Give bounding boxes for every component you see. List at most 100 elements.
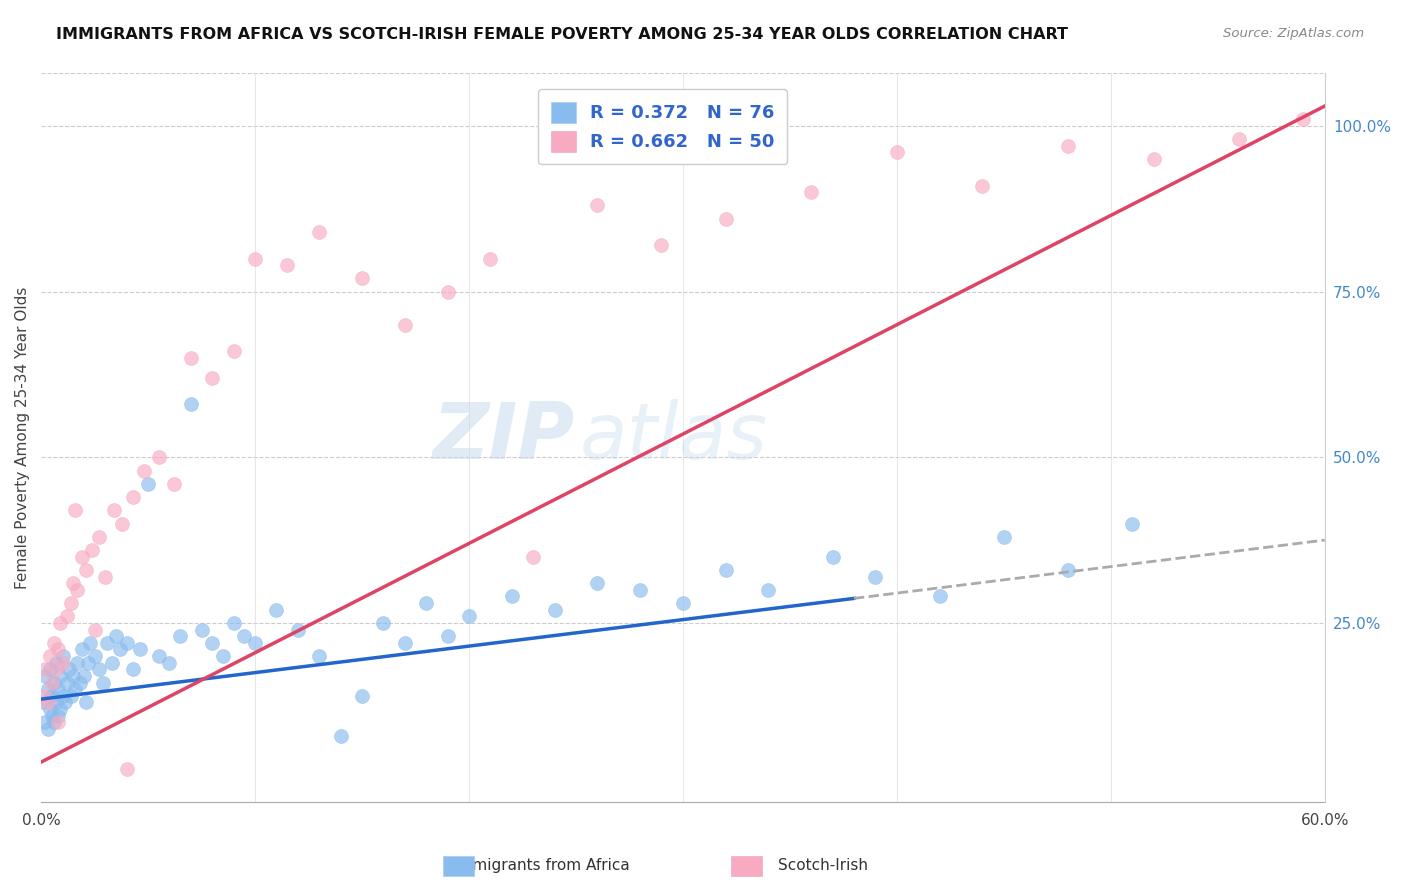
Point — [83, 648, 105, 663]
Point — [104, 629, 127, 643]
Point — [87, 530, 110, 544]
Point — [169, 629, 191, 643]
Point — [479, 252, 502, 266]
Point — [53, 695, 76, 709]
Point — [55, 675, 77, 690]
Point — [758, 582, 780, 597]
Text: IMMIGRANTS FROM AFRICA VS SCOTCH-IRISH FEMALE POVERTY AMONG 25-34 YEAR OLDS CORR: IMMIGRANTS FROM AFRICA VS SCOTCH-IRISH F… — [56, 27, 1069, 42]
Point — [650, 238, 672, 252]
Point — [714, 211, 737, 226]
Point — [222, 344, 245, 359]
Point — [41, 689, 63, 703]
Point — [1292, 112, 1315, 127]
Point — [800, 186, 823, 200]
Point — [243, 252, 266, 266]
Point — [180, 397, 202, 411]
Point — [886, 145, 908, 160]
Point — [543, 602, 565, 616]
Point — [394, 636, 416, 650]
Point — [37, 695, 59, 709]
Point — [45, 695, 67, 709]
Text: ZIP: ZIP — [432, 400, 574, 475]
Point — [34, 662, 56, 676]
Point — [394, 318, 416, 332]
Point — [458, 609, 481, 624]
Point — [865, 569, 887, 583]
Point — [100, 656, 122, 670]
Point — [103, 503, 125, 517]
Point — [65, 682, 87, 697]
Point — [350, 689, 373, 703]
Point — [46, 708, 69, 723]
Point — [522, 549, 544, 564]
Text: Source: ZipAtlas.com: Source: ZipAtlas.com — [1223, 27, 1364, 40]
Text: atlas: atlas — [581, 400, 768, 475]
Point — [32, 695, 55, 709]
Point — [993, 530, 1015, 544]
Point — [87, 662, 110, 676]
Point — [308, 225, 330, 239]
Point — [45, 656, 67, 670]
Point — [34, 669, 56, 683]
Point — [42, 636, 65, 650]
Point — [1142, 152, 1164, 166]
Point — [1227, 132, 1250, 146]
Point — [672, 596, 695, 610]
Point — [75, 563, 97, 577]
Point — [42, 715, 65, 730]
Point — [586, 198, 609, 212]
Point — [51, 689, 73, 703]
Point — [128, 642, 150, 657]
Point — [51, 648, 73, 663]
Point — [287, 623, 309, 637]
Point — [132, 464, 155, 478]
Point — [41, 708, 63, 723]
Point — [38, 648, 60, 663]
Point — [41, 675, 63, 690]
Point — [38, 662, 60, 676]
Point — [91, 675, 114, 690]
Point — [115, 762, 138, 776]
Point — [243, 636, 266, 650]
Point — [212, 648, 235, 663]
Point — [115, 636, 138, 650]
Point — [82, 543, 104, 558]
Point — [201, 636, 224, 650]
Point — [222, 615, 245, 630]
Point — [233, 629, 256, 643]
Point — [111, 516, 134, 531]
Point — [66, 656, 89, 670]
Point — [159, 656, 181, 670]
Point — [34, 715, 56, 730]
Point — [49, 615, 72, 630]
Text: Immigrants from Africa: Immigrants from Africa — [453, 858, 630, 872]
Point — [628, 582, 651, 597]
Point — [350, 271, 373, 285]
Point — [136, 476, 159, 491]
Point — [821, 549, 844, 564]
Point — [436, 629, 458, 643]
Point — [42, 675, 65, 690]
Point — [46, 682, 69, 697]
Point — [1057, 563, 1080, 577]
Point — [32, 689, 55, 703]
Point — [45, 662, 67, 676]
Point — [122, 662, 145, 676]
Point — [180, 351, 202, 365]
Point — [62, 669, 84, 683]
Point — [73, 669, 96, 683]
Point — [201, 371, 224, 385]
Point — [928, 590, 950, 604]
Point — [46, 642, 69, 657]
Point — [1121, 516, 1143, 531]
Point — [110, 642, 132, 657]
Point — [51, 656, 73, 670]
Point — [714, 563, 737, 577]
Point — [308, 648, 330, 663]
Point — [46, 715, 69, 730]
Point — [37, 682, 59, 697]
Text: Scotch-Irish: Scotch-Irish — [778, 858, 868, 872]
Point — [49, 702, 72, 716]
Point — [60, 689, 83, 703]
Point — [266, 602, 288, 616]
